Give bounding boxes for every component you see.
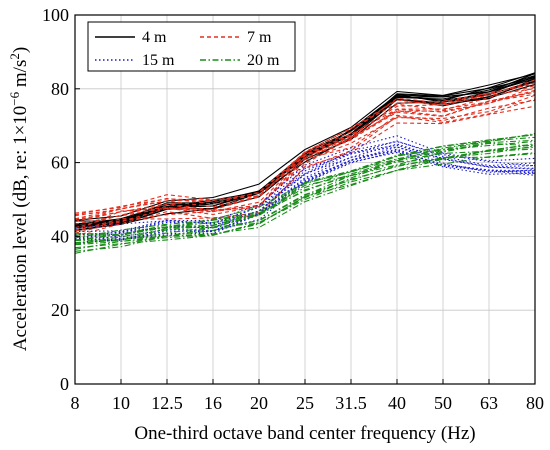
y-tick-label: 0 bbox=[60, 374, 69, 394]
series-line-20m bbox=[74, 143, 536, 245]
y-tick-label: 40 bbox=[51, 226, 69, 246]
legend-label-7m: 7 m bbox=[247, 29, 272, 46]
y-axis-label: Acceleration level (dB, re: 1×10−6 m/s2) bbox=[7, 47, 31, 351]
x-tick-label: 63 bbox=[480, 393, 498, 413]
series-line-20m bbox=[74, 134, 536, 239]
legend-entry-20m: 20 m bbox=[200, 52, 280, 69]
y-tick-label: 60 bbox=[51, 153, 69, 173]
y-tick-label: 20 bbox=[51, 300, 69, 320]
x-tick-label: 50 bbox=[434, 393, 452, 413]
x-tick-label: 10 bbox=[112, 393, 130, 413]
series-line-7m bbox=[74, 83, 536, 217]
series-line-7m bbox=[74, 91, 536, 232]
y-tick-label: 80 bbox=[51, 79, 69, 99]
series-line-20m bbox=[74, 145, 536, 250]
x-axis-label: One-third octave band center frequency (… bbox=[134, 423, 475, 444]
series-line-20m bbox=[74, 136, 536, 242]
legend-label-15m: 15 m bbox=[142, 52, 175, 69]
series-line-15m bbox=[74, 146, 536, 244]
x-tick-label: 31.5 bbox=[335, 393, 367, 413]
series-line-15m bbox=[74, 144, 536, 236]
x-tick-label: 12.5 bbox=[151, 393, 183, 413]
series-line-7m bbox=[74, 105, 536, 237]
series-line-7m bbox=[74, 93, 536, 225]
series-line-7m bbox=[74, 79, 536, 214]
y-tick-label: 100 bbox=[42, 5, 69, 25]
series-line-20m bbox=[74, 133, 536, 241]
x-tick-label: 25 bbox=[296, 393, 314, 413]
series-line-4m bbox=[74, 78, 536, 231]
legend-label-4m: 4 m bbox=[142, 29, 167, 46]
series-line-7m bbox=[74, 94, 536, 232]
series-line-7m bbox=[74, 91, 536, 229]
series-line-15m bbox=[74, 140, 536, 233]
series-line-7m bbox=[74, 98, 536, 232]
series-line-20m bbox=[74, 152, 536, 252]
series-line-7m bbox=[74, 88, 536, 220]
axis-ticks: 8 10 12.5 16 20 25 31.5 40 50 63 80 0 20 40 60 80 100 bbox=[42, 5, 544, 413]
x-tick-label: 8 bbox=[71, 393, 80, 413]
series-line-20m bbox=[74, 140, 536, 236]
x-tick-label: 80 bbox=[526, 393, 544, 413]
series-line-20m bbox=[74, 146, 536, 249]
series-line-7m bbox=[74, 82, 536, 216]
series-line-20m bbox=[74, 139, 536, 241]
x-tick-label: 20 bbox=[250, 393, 268, 413]
chart-series-lines bbox=[74, 72, 536, 254]
legend-label-20m: 20 m bbox=[247, 52, 280, 69]
legend-entry-7m: 7 m bbox=[200, 29, 272, 46]
legend-entry-4m: 4 m bbox=[95, 29, 167, 46]
x-tick-label: 16 bbox=[204, 393, 222, 413]
legend: 4 m 7 m 15 m 20 m bbox=[87, 21, 296, 72]
legend-box bbox=[87, 21, 296, 72]
series-line-7m bbox=[74, 89, 536, 223]
x-tick-label: 40 bbox=[388, 393, 406, 413]
legend-entry-15m: 15 m bbox=[95, 52, 175, 69]
